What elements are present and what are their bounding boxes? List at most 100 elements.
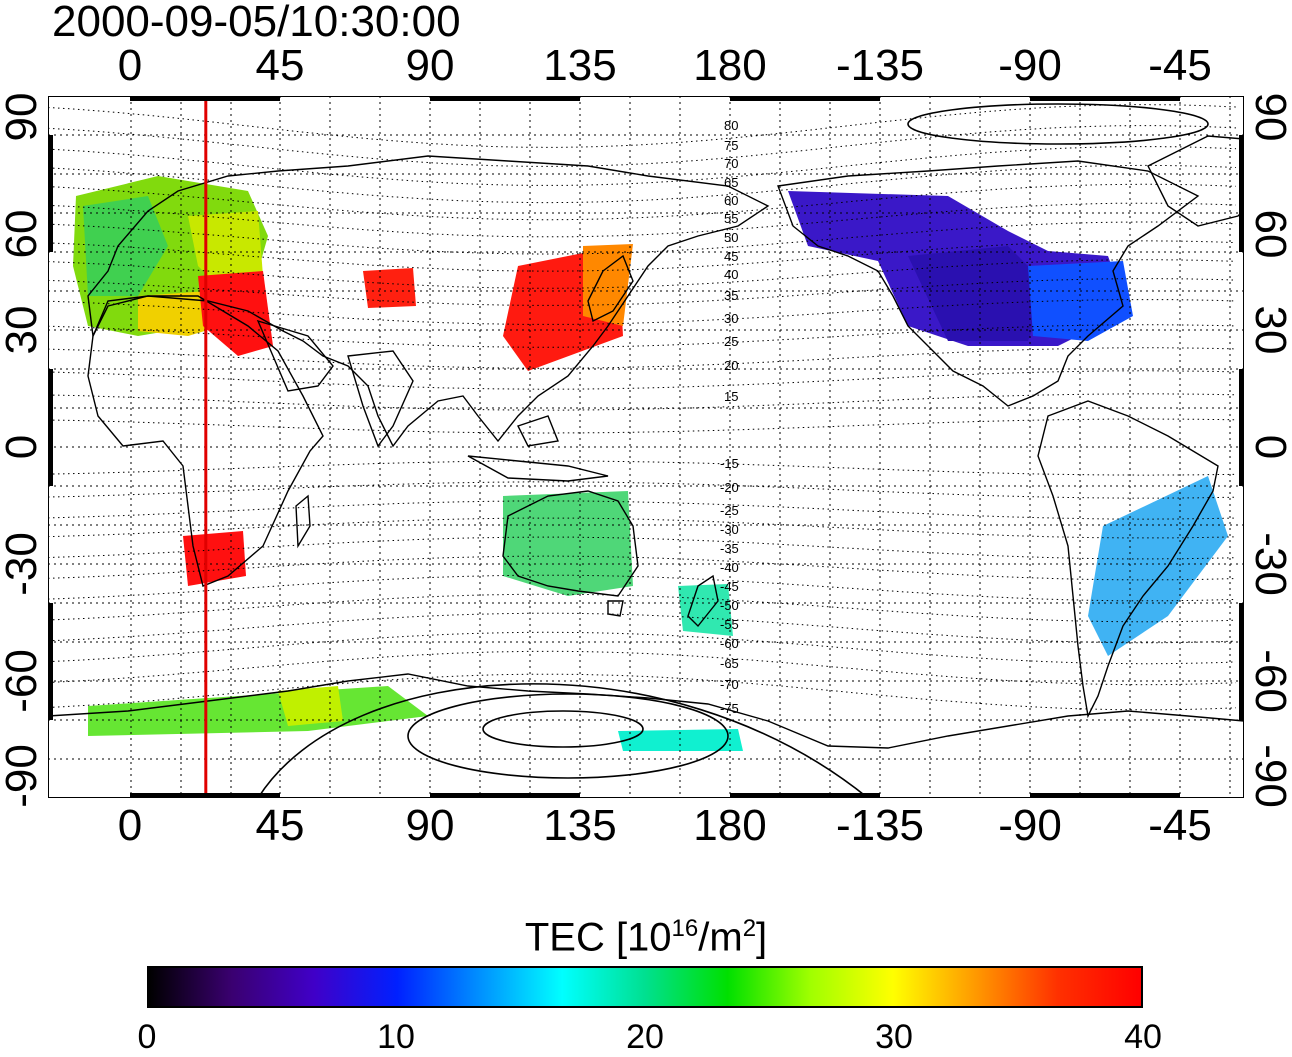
coast-south-america bbox=[1037, 400, 1219, 719]
contour-label: -35 bbox=[720, 541, 739, 556]
tec-patch-south-africa bbox=[183, 531, 246, 586]
x-tick-top: -45 bbox=[1148, 41, 1212, 90]
tec-patch-north-america-west bbox=[908, 246, 1048, 341]
x-tick-top: 45 bbox=[255, 41, 305, 90]
contour-label: -25 bbox=[720, 503, 739, 518]
timestamp-title: 2000-09-05/10:30:00 bbox=[52, 0, 461, 46]
magnetic-contour-line bbox=[48, 460, 1237, 476]
contour-label: -20 bbox=[720, 480, 739, 495]
coast-new-zealand bbox=[687, 574, 719, 628]
magnetic-contour-line bbox=[48, 125, 1237, 167]
tec-data-layer bbox=[73, 176, 1228, 751]
contour-label: 25 bbox=[724, 334, 738, 349]
colorbar-title-text: TEC [10 bbox=[524, 915, 672, 960]
x-tick-bottom: 90 bbox=[405, 801, 455, 850]
x-tick-top: -90 bbox=[998, 41, 1062, 90]
colorbar-tick: 40 bbox=[1124, 1018, 1162, 1056]
magnetic-contour-line bbox=[48, 221, 1237, 255]
x-tick-bottom: 0 bbox=[117, 801, 143, 850]
magnetic-contour-line bbox=[48, 517, 1237, 539]
y-tick-right: -30 bbox=[1246, 532, 1292, 596]
tec-patch-europe-west bbox=[83, 196, 168, 296]
coast-japan bbox=[587, 254, 634, 323]
tec-patch-middle-east bbox=[198, 271, 273, 356]
contour-label: 50 bbox=[724, 230, 738, 245]
magnetic-latitude-contours bbox=[48, 104, 1237, 711]
tec-map: 80 75 70 65 60 55 50 45 40 35 30 25 20 1… bbox=[48, 96, 1244, 798]
coast-australia bbox=[502, 490, 639, 597]
colorbar-tick: 20 bbox=[626, 1018, 664, 1056]
contour-label: 60 bbox=[724, 193, 738, 208]
contour-label: 80 bbox=[724, 118, 738, 133]
tec-patch-antarctic-yellow bbox=[278, 686, 343, 726]
contour-label: -65 bbox=[720, 656, 739, 671]
polar-contours bbox=[257, 103, 1209, 798]
contour-label: -50 bbox=[720, 598, 739, 613]
contour-label: -55 bbox=[720, 617, 739, 632]
axis-frame-bars bbox=[48, 96, 1244, 798]
x-tick-bottom: -135 bbox=[835, 801, 925, 850]
x-tick-bottom: 135 bbox=[543, 801, 617, 850]
x-tick-top: -135 bbox=[835, 41, 925, 90]
x-tick-top: 180 bbox=[693, 41, 767, 90]
magnetic-contour-line bbox=[48, 104, 1237, 148]
y-tick-right: 90 bbox=[1246, 92, 1292, 142]
coast-borneo bbox=[517, 415, 559, 447]
magnetic-contour-line bbox=[48, 202, 1237, 238]
contour-label: 35 bbox=[724, 288, 738, 303]
magnetic-contour-line bbox=[48, 324, 1237, 348]
contour-label: 70 bbox=[724, 156, 738, 171]
magnetic-contour-line bbox=[48, 650, 1237, 686]
contour-label: 20 bbox=[724, 358, 738, 373]
coast-madagascar bbox=[295, 494, 311, 549]
magnetic-contour-line bbox=[48, 500, 1237, 520]
colorbar-title-exponent: 16 bbox=[671, 915, 699, 942]
magnetic-contour-line bbox=[48, 555, 1237, 581]
colorbar-title-end: ] bbox=[756, 915, 768, 960]
y-tick-left: 0 bbox=[0, 434, 46, 460]
magnetic-contour-line bbox=[48, 574, 1237, 602]
y-tick-right: 30 bbox=[1246, 305, 1292, 355]
magnetic-contour-line bbox=[48, 299, 1237, 325]
magnetic-contour-line bbox=[48, 673, 1237, 711]
y-tick-left: -60 bbox=[0, 649, 46, 713]
magnetic-contour-line bbox=[48, 164, 1237, 204]
x-tick-top: 135 bbox=[543, 41, 617, 90]
magnetic-contour-line bbox=[48, 536, 1237, 560]
contour-label: -30 bbox=[720, 522, 739, 537]
contour-label: -15 bbox=[720, 456, 739, 471]
y-tick-right: -60 bbox=[1246, 649, 1292, 713]
contour-label: 45 bbox=[724, 249, 738, 264]
tec-patch-central-asia bbox=[363, 268, 416, 308]
coast-tasmania bbox=[607, 600, 624, 617]
y-tick-right: 0 bbox=[1246, 434, 1292, 460]
y-tick-right: 60 bbox=[1246, 209, 1292, 259]
contour-label: -75 bbox=[720, 701, 739, 716]
contour-label: -70 bbox=[720, 677, 739, 692]
contour-label: -60 bbox=[720, 636, 739, 651]
contour-label: 65 bbox=[724, 175, 738, 190]
y-tick-left: 60 bbox=[0, 209, 46, 259]
contour-label: 40 bbox=[724, 267, 738, 282]
x-tick-bottom: 180 bbox=[693, 801, 767, 850]
contour-label: 75 bbox=[724, 138, 738, 153]
magnetic-contour-line bbox=[48, 631, 1237, 665]
contour-labels: 80 75 70 65 60 55 50 45 40 35 30 25 20 1… bbox=[720, 118, 739, 716]
y-tick-left: 90 bbox=[0, 92, 46, 142]
coast-greenland bbox=[1147, 135, 1244, 227]
contour-label: -40 bbox=[720, 560, 739, 575]
colorbar-tick: 0 bbox=[137, 1018, 157, 1056]
x-tick-top: 0 bbox=[117, 41, 143, 90]
magnetic-contour-line bbox=[48, 393, 1237, 411]
colorbar-tick: 30 bbox=[875, 1018, 913, 1056]
contour-label: 55 bbox=[724, 211, 738, 226]
y-tick-right: -90 bbox=[1246, 744, 1292, 808]
coast-india bbox=[347, 350, 414, 448]
coast-eurasia bbox=[87, 155, 770, 448]
coast-arabia bbox=[256, 319, 334, 392]
magnetic-contour-line bbox=[48, 146, 1237, 186]
tec-patch-antarctic-coast bbox=[88, 686, 428, 736]
x-tick-bottom: -90 bbox=[998, 801, 1062, 850]
colorbar-title-unit-exponent: 2 bbox=[742, 915, 757, 942]
x-tick-top: 90 bbox=[405, 41, 455, 90]
